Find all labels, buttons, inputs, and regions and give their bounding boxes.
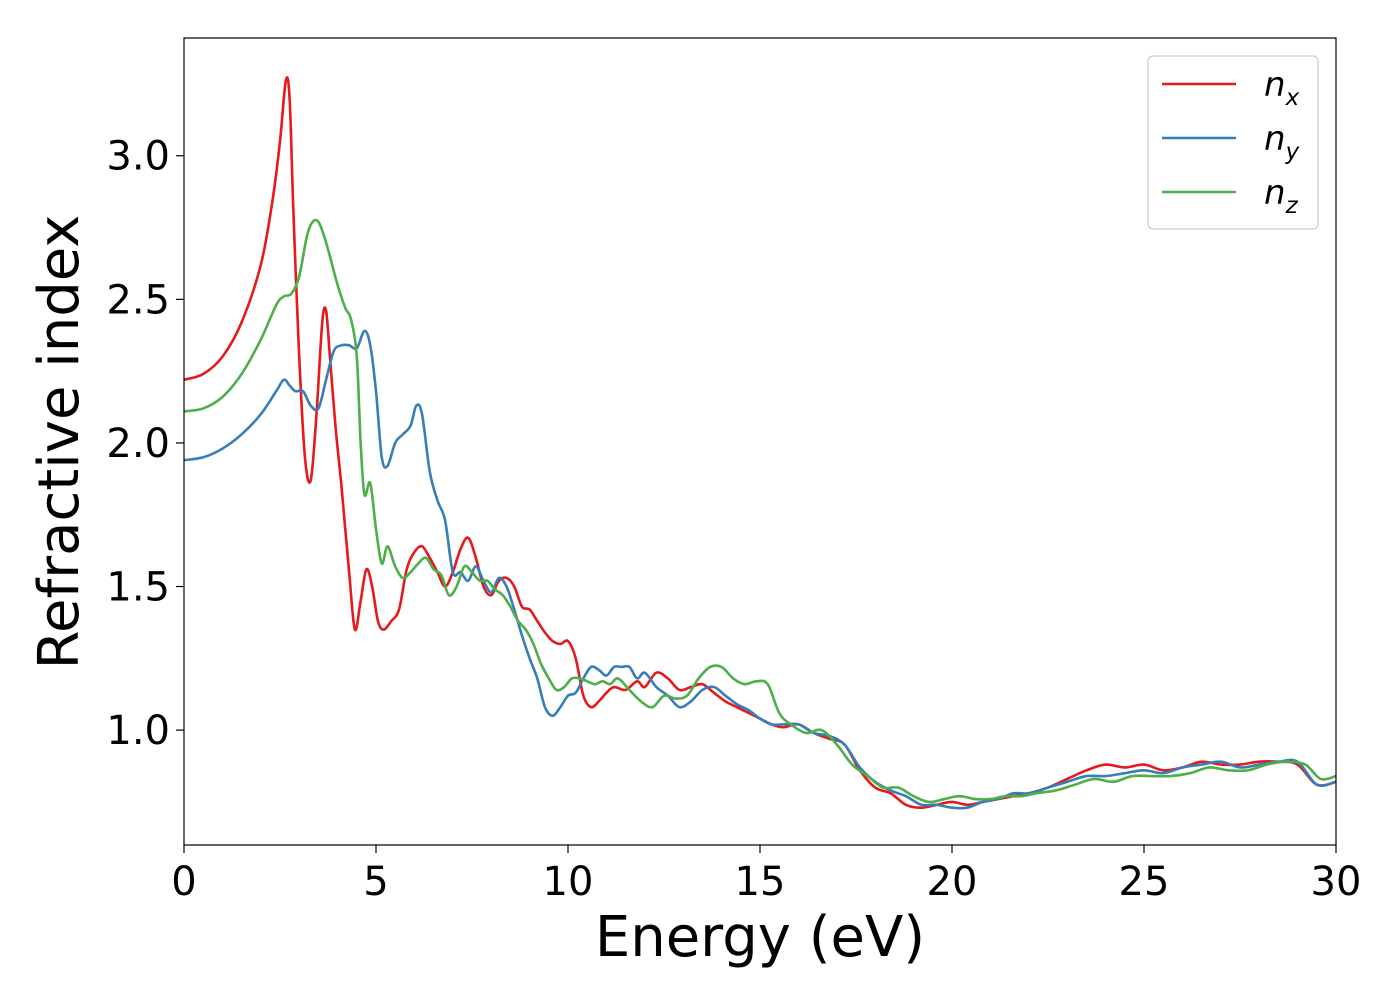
x-tick-label: 15 — [735, 859, 786, 905]
x-axis: 0 5 10 15 20 25 30 — [171, 845, 1361, 905]
y-tick-label: 2.0 — [106, 421, 170, 467]
y-axis-label: Refractive index — [27, 215, 92, 670]
y-axis: 1.0 1.5 2.0 2.5 3.0 — [106, 134, 184, 754]
y-tick-label: 1.5 — [106, 565, 170, 611]
x-tick-label: 25 — [1119, 859, 1170, 905]
series-layer — [184, 76, 1336, 810]
y-tick-label: 1.0 — [106, 708, 170, 754]
legend-label-ny: ny — [1264, 119, 1300, 165]
legend: nx ny nz — [1147, 55, 1319, 230]
legend-label-nz: nz — [1264, 173, 1299, 219]
x-tick-label: 10 — [543, 859, 594, 905]
y-tick-label: 2.5 — [106, 277, 170, 323]
x-tick-label: 20 — [927, 859, 978, 905]
x-tick-label: 5 — [363, 859, 388, 905]
legend-label-nx: nx — [1264, 65, 1300, 111]
y-tick-label: 3.0 — [106, 134, 170, 180]
x-tick-label: 0 — [171, 859, 196, 905]
x-axis-label: Energy (eV) — [595, 905, 925, 970]
series-line-ny — [184, 329, 1336, 810]
x-tick-label: 30 — [1311, 859, 1362, 905]
legend-box — [1147, 55, 1319, 230]
series-line-nz — [184, 218, 1336, 804]
